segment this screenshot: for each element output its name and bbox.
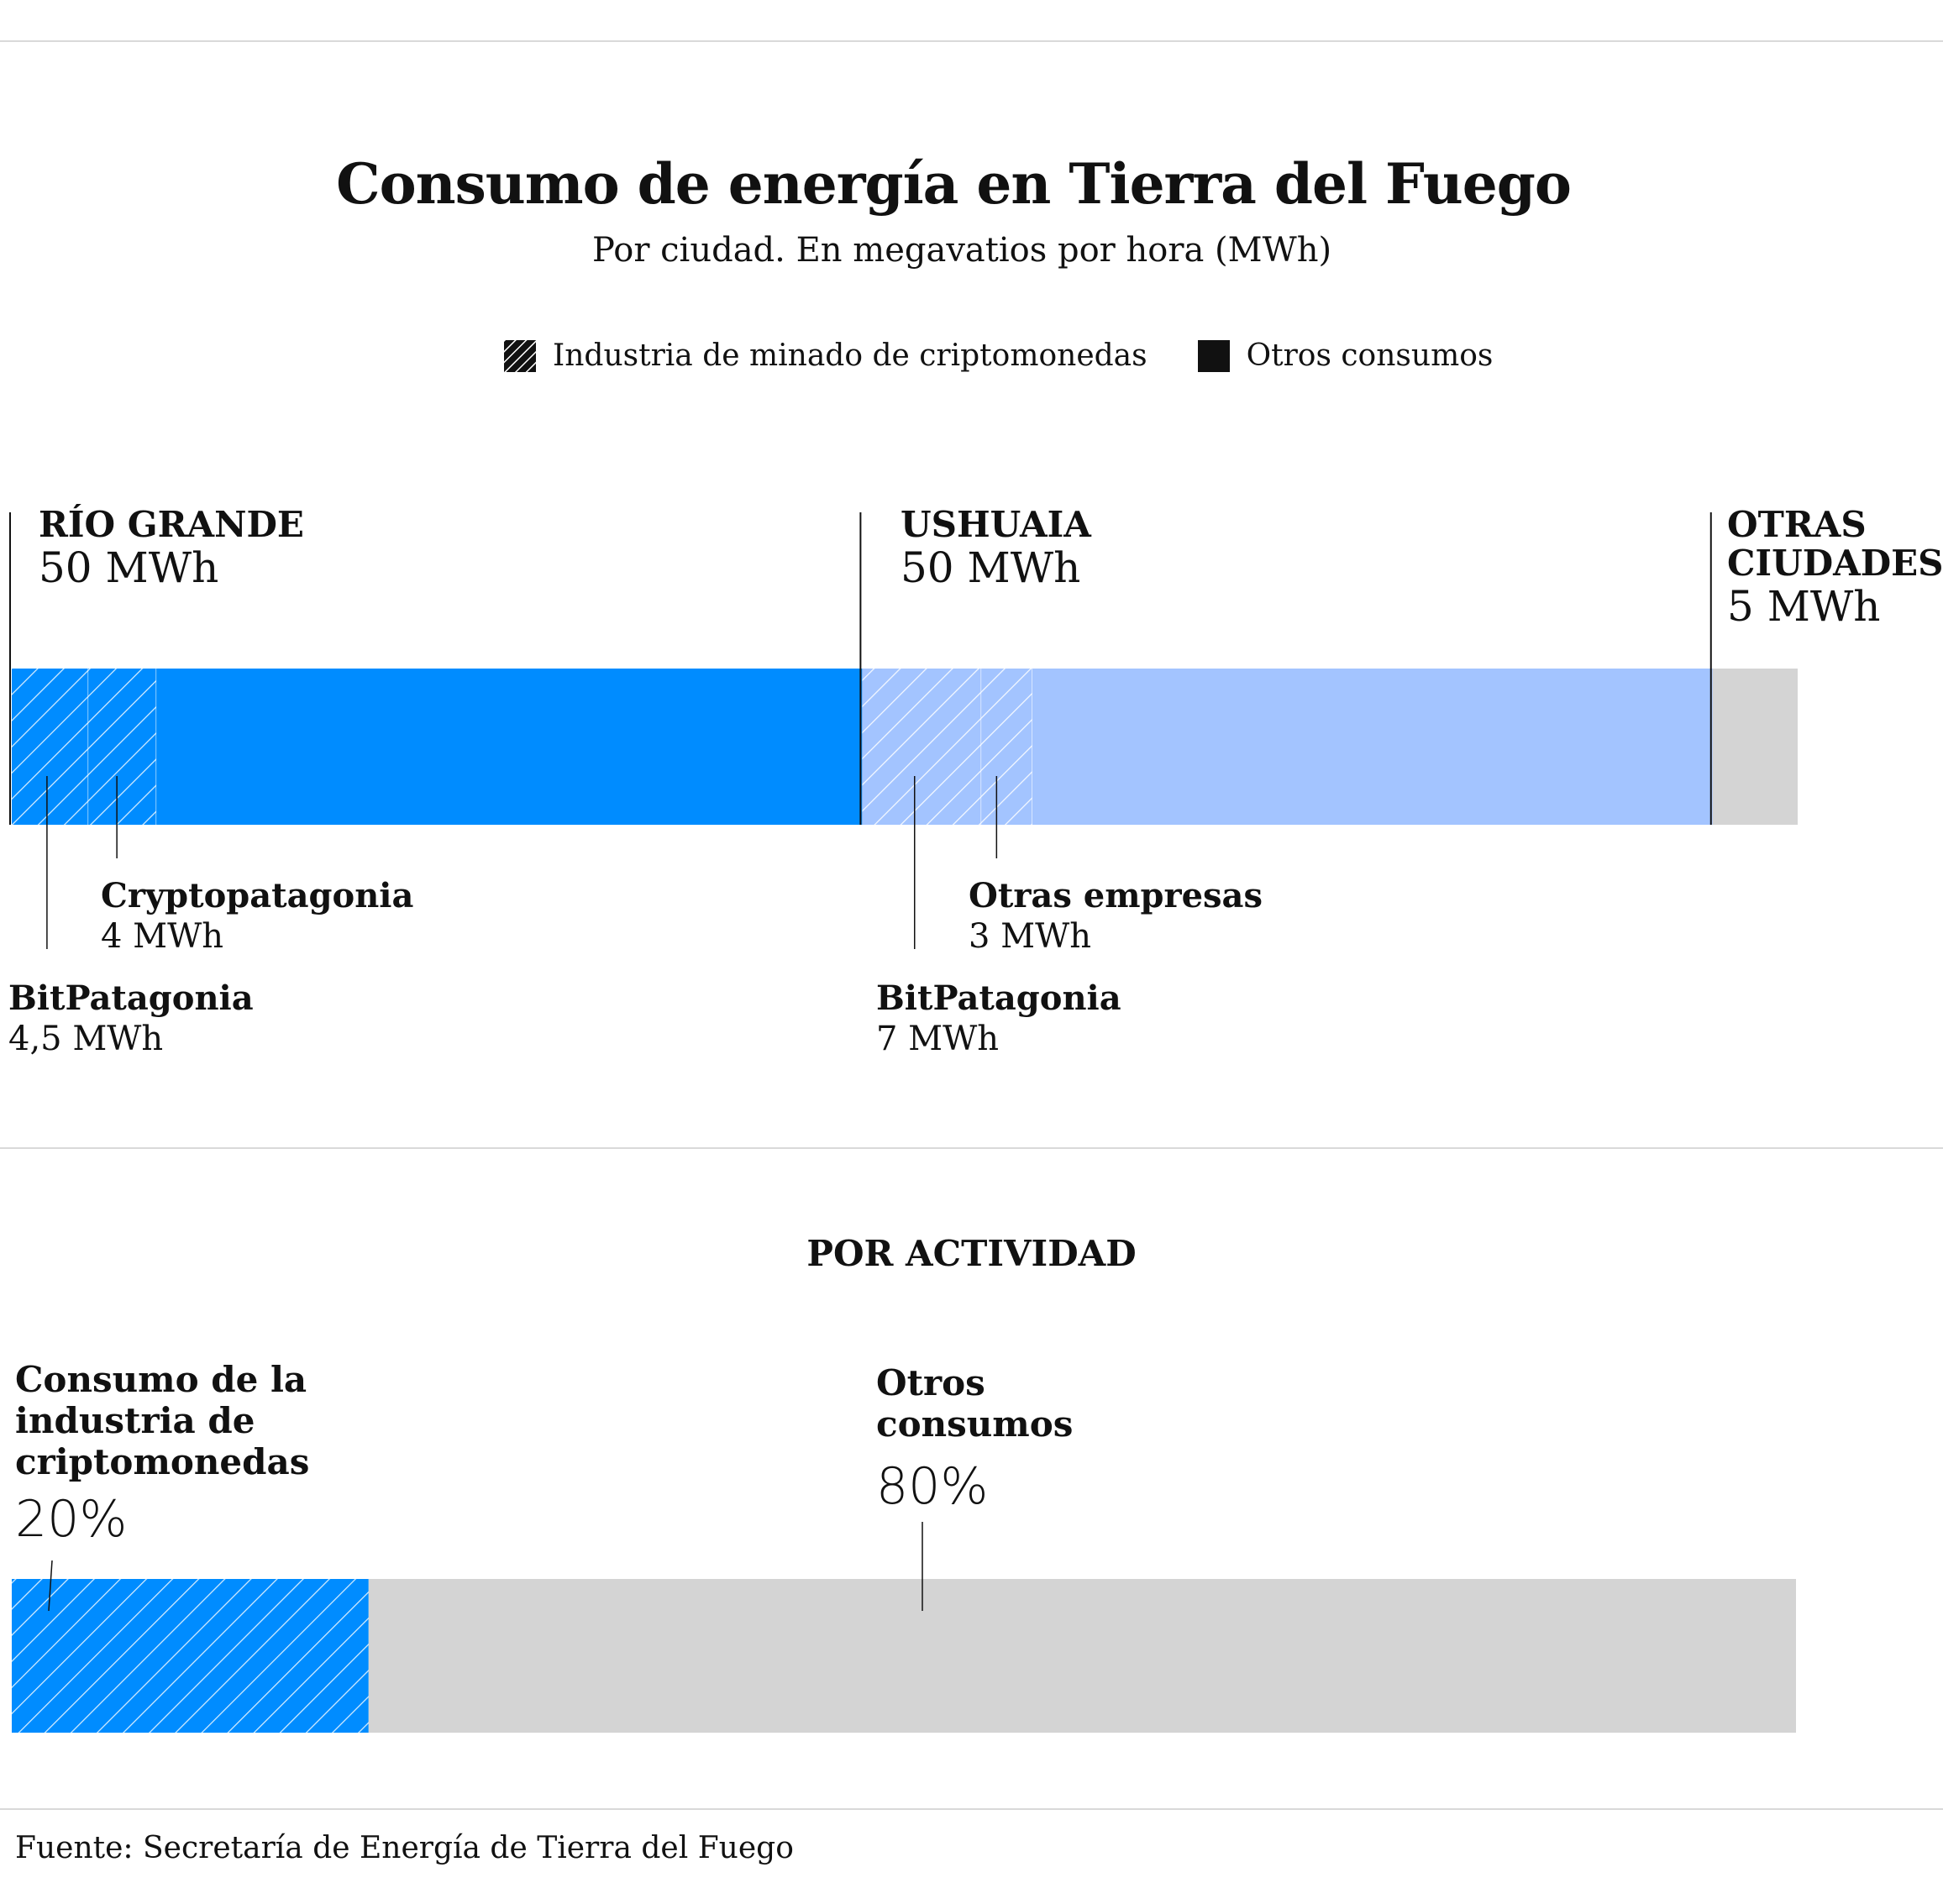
bottom-rule: [0, 1808, 1943, 1810]
city-value-ushuaia: 50 MWh: [901, 543, 1081, 593]
activity-segment-1: [368, 1579, 1796, 1733]
annotation-otras-empresas: Otras empresas 3 MWh: [969, 876, 1263, 957]
legend-item-solid: Otros consumos: [1197, 338, 1494, 373]
activity-name-otros-line1: Otros: [876, 1362, 985, 1403]
annotation-name-cryptopatagonia: Cryptopatagonia: [101, 876, 414, 915]
legend-label-hatched: Industria de minado de criptomonedas: [553, 338, 1147, 373]
annotation-name-bitpatagonia-us: BitPatagonia: [876, 978, 1121, 1018]
annotation-value-cryptopatagonia: 4 MWh: [101, 917, 223, 956]
chart-title: Consumo de energía en Tierra del Fuego: [336, 151, 1572, 217]
activity-pct-otros: 80%: [876, 1457, 989, 1517]
bar-segment-0-2: [156, 669, 863, 825]
activity-name-crypto-line1: Consumo de la: [15, 1359, 307, 1400]
activity-name-crypto-line3: criptomonedas: [15, 1441, 310, 1483]
annotation-cryptopatagonia: Cryptopatagonia 4 MWh: [101, 876, 413, 957]
city-label-otras: OTRAS CIUDADES 5 MWh: [1727, 504, 1943, 632]
city-value-rio-grande: 50 MWh: [39, 543, 219, 593]
city-value-otras: 5 MWh: [1727, 582, 1881, 632]
legend-swatch-solid: [1197, 339, 1230, 372]
annotation-value-bitpatagonia-us: 7 MWh: [876, 1020, 999, 1058]
source-note: Fuente: Secretaría de Energía de Tierra …: [15, 1831, 794, 1865]
activity-name-crypto-line2: industria de: [15, 1400, 255, 1442]
top-rule: [0, 40, 1943, 42]
city-label-ushuaia: USHUAIA 50 MWh: [901, 504, 1091, 593]
bar-segment-1-0: [862, 669, 982, 825]
bar-segment-1-1: [981, 669, 1032, 825]
annotation-value-bitpatagonia-rg: 4,5 MWh: [8, 1020, 164, 1058]
annotation-name-otras-empresas: Otras empresas: [969, 876, 1263, 915]
bar-segment-2-0: [1712, 669, 1798, 825]
chart-subtitle: Por ciudad. En megavatios por hora (MWh): [591, 231, 1332, 270]
activity-label-crypto: Consumo de la industria de criptomonedas…: [15, 1359, 309, 1550]
bar-segment-0-0: [12, 669, 89, 825]
middle-rule: [0, 1147, 1943, 1149]
bar-segment-1-2: [1032, 669, 1713, 825]
annotation-value-otras-empresas: 3 MWh: [969, 917, 1091, 956]
annotation-bitpatagonia-us: BitPatagonia 7 MWh: [876, 978, 1121, 1059]
city-name-rio-grande: RÍO GRANDE: [39, 504, 304, 545]
city-name-otras-line2: CIUDADES: [1727, 543, 1943, 585]
activity-leader-0: [48, 1560, 53, 1612]
legend-swatch-hatched: [504, 339, 536, 372]
section-title: POR ACTIVIDAD: [806, 1233, 1137, 1274]
city-label-rio-grande: RÍO GRANDE 50 MWh: [39, 504, 304, 593]
activity-name-otros-line2: consumos: [876, 1403, 1074, 1445]
bar-segment-0-1: [88, 669, 157, 825]
activity-segment-0: [12, 1579, 369, 1733]
city-name-otras-line1: OTRAS: [1727, 504, 1867, 545]
city-name-ushuaia: USHUAIA: [901, 504, 1091, 545]
activity-pct-crypto: 20%: [15, 1490, 128, 1550]
legend-item-hatched: Industria de minado de criptomonedas: [504, 338, 1147, 373]
annotation-bitpatagonia-rg: BitPatagonia 4,5 MWh: [8, 978, 254, 1059]
activity-label-otros: Otros consumos 80%: [876, 1362, 1073, 1517]
annotation-name-bitpatagonia-rg: BitPatagonia: [8, 978, 254, 1018]
legend: Industria de minado de criptomonedas Otr…: [504, 338, 1543, 373]
legend-label-solid: Otros consumos: [1246, 338, 1494, 373]
